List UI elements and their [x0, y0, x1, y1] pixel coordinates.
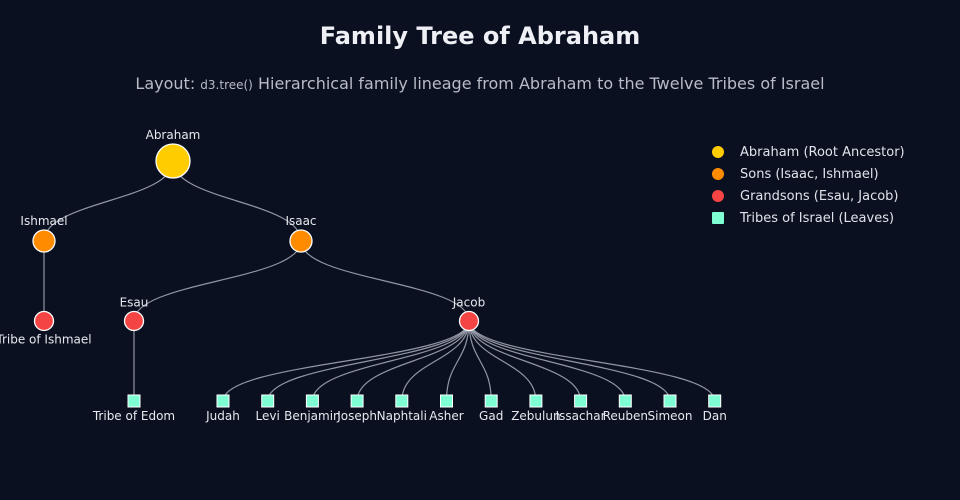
- link-abraham-isaac: [172, 160, 302, 242]
- legend-item-0[interactable]: Abraham (Root Ancestor): [712, 141, 905, 163]
- node-asher[interactable]: Asher: [429, 394, 464, 423]
- link-jacob-joseph: [356, 320, 470, 402]
- node-label: Benjamin: [284, 409, 341, 423]
- link-abraham-ishmael: [43, 160, 174, 242]
- tribe-square: [618, 394, 632, 408]
- node-tribe-of-edom[interactable]: Tribe of Edom: [92, 394, 175, 423]
- link-jacob-dan: [468, 320, 716, 402]
- node-benjamin[interactable]: Benjamin: [284, 394, 341, 423]
- root-circle: [155, 143, 191, 179]
- node-label: Dan: [703, 409, 727, 423]
- node-label: Joseph: [336, 409, 377, 423]
- node-label: Jacob: [452, 296, 485, 310]
- link-jacob-gad: [468, 320, 492, 402]
- circle-swatch-icon: [712, 146, 724, 158]
- tribe-square: [216, 394, 230, 408]
- node-label: Judah: [205, 409, 240, 423]
- subtitle-code: d3.tree(): [200, 78, 253, 92]
- node-joseph[interactable]: Joseph: [336, 394, 377, 423]
- circle-swatch-icon: [712, 168, 724, 180]
- node-judah[interactable]: Judah: [205, 394, 240, 423]
- node-label: Levi: [256, 409, 280, 423]
- legend-item-3[interactable]: Tribes of Israel (Leaves): [712, 207, 905, 229]
- diagram-title: Family Tree of Abraham: [319, 22, 641, 50]
- legend-item-1[interactable]: Sons (Isaac, Ishmael): [712, 163, 905, 185]
- square-swatch-icon: [712, 212, 724, 224]
- tribe-square: [663, 394, 677, 408]
- node-naphtali[interactable]: Naphtali: [377, 394, 427, 423]
- tribe-square: [529, 394, 543, 408]
- tribe-square: [261, 394, 275, 408]
- node-label: Issachar: [556, 409, 606, 423]
- link-jacob-asher: [445, 320, 470, 402]
- link-isaac-jacob: [300, 240, 470, 322]
- node-label: Reuben: [603, 409, 648, 423]
- node-label: Asher: [429, 409, 463, 423]
- circle-swatch-icon: [712, 190, 724, 202]
- node-label: Tribe of Edom: [92, 409, 175, 423]
- link-jacob-benjamin: [311, 320, 470, 402]
- node-simeon[interactable]: Simeon: [648, 394, 693, 423]
- grandson-circle: [458, 310, 480, 332]
- son-circle: [289, 229, 313, 253]
- node-dan[interactable]: Dan: [703, 394, 727, 423]
- subtitle-text: Hierarchical family lineage from Abraham…: [252, 74, 825, 93]
- link-jacob-zebulun: [468, 320, 537, 402]
- node-label: Simeon: [648, 409, 693, 423]
- tree-links: [43, 160, 716, 402]
- tribe-square: [708, 394, 722, 408]
- node-label: Abraham: [146, 128, 201, 142]
- node-levi[interactable]: Levi: [256, 394, 280, 423]
- node-label: Zebulun: [511, 409, 560, 423]
- tribe-square: [350, 394, 364, 408]
- link-jacob-simeon: [468, 320, 671, 402]
- node-tribe-of-ishmael[interactable]: Tribe of Ishmael: [0, 310, 92, 347]
- legend-label: Tribes of Israel (Leaves): [740, 210, 895, 226]
- node-isaac[interactable]: Isaac: [285, 214, 317, 253]
- tribe-square: [574, 394, 588, 408]
- legend: Abraham (Root Ancestor) Sons (Isaac, Ishm…: [712, 141, 905, 229]
- son-circle: [32, 229, 56, 253]
- grandson-circle: [33, 310, 55, 332]
- tribe-square: [305, 394, 319, 408]
- node-label: Gad: [479, 409, 503, 423]
- legend-label: Sons (Isaac, Ishmael): [740, 166, 879, 182]
- node-abraham[interactable]: Abraham: [146, 128, 201, 179]
- tribe-square: [395, 394, 409, 408]
- link-isaac-esau: [133, 240, 302, 322]
- node-label: Naphtali: [377, 409, 427, 423]
- node-label: Tribe of Ishmael: [0, 333, 92, 347]
- legend-label: Abraham (Root Ancestor): [740, 144, 905, 160]
- tree-nodes: Abraham Ishmael Tribe of Ishmael Isaac Esau T…: [0, 128, 727, 423]
- diagram-subtitle: Layout: d3.tree() Hierarchical family li…: [0, 74, 960, 93]
- tribe-square: [127, 394, 141, 408]
- node-label: Ishmael: [20, 214, 67, 228]
- node-label: Esau: [120, 296, 149, 310]
- link-jacob-levi: [267, 320, 470, 402]
- link-jacob-reuben: [468, 320, 626, 402]
- node-issachar[interactable]: Issachar: [556, 394, 606, 423]
- subtitle-prefix: Layout:: [135, 74, 201, 93]
- node-esau[interactable]: Esau: [120, 296, 149, 332]
- node-ishmael[interactable]: Ishmael: [20, 214, 68, 253]
- grandson-circle: [123, 310, 145, 332]
- link-jacob-judah: [222, 320, 470, 402]
- node-gad[interactable]: Gad: [479, 394, 503, 423]
- legend-item-2[interactable]: Grandsons (Esau, Jacob): [712, 185, 905, 207]
- node-jacob[interactable]: Jacob: [452, 296, 485, 332]
- node-reuben[interactable]: Reuben: [603, 394, 648, 423]
- legend-label: Grandsons (Esau, Jacob): [740, 188, 899, 204]
- node-label: Isaac: [285, 214, 316, 228]
- link-jacob-issachar: [468, 320, 582, 402]
- tribe-square: [484, 394, 498, 408]
- node-zebulun[interactable]: Zebulun: [511, 394, 561, 423]
- link-jacob-naphtali: [401, 320, 470, 402]
- tribe-square: [440, 394, 453, 408]
